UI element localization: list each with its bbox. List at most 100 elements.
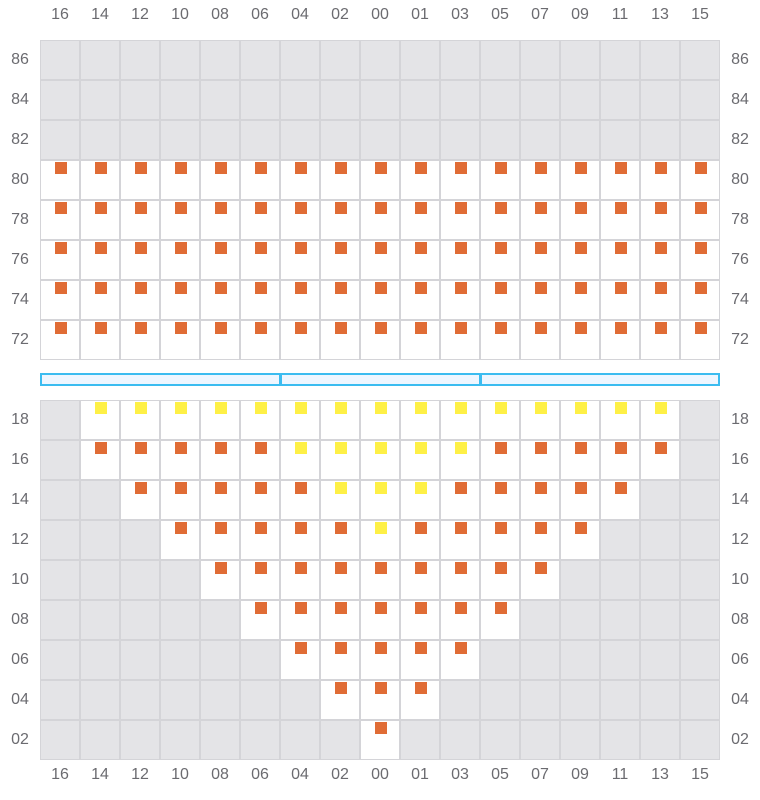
- orange-seat[interactable]: [455, 202, 467, 214]
- seat-cell[interactable]: [520, 280, 560, 320]
- orange-seat[interactable]: [375, 282, 387, 294]
- seat-cell[interactable]: [320, 480, 360, 520]
- orange-seat[interactable]: [55, 242, 67, 254]
- yellow-seat[interactable]: [375, 442, 387, 454]
- orange-seat[interactable]: [335, 322, 347, 334]
- orange-seat[interactable]: [215, 442, 227, 454]
- seat-cell[interactable]: [200, 520, 240, 560]
- seat-cell[interactable]: [80, 400, 120, 440]
- yellow-seat[interactable]: [575, 402, 587, 414]
- seat-cell[interactable]: [40, 160, 80, 200]
- orange-seat[interactable]: [175, 322, 187, 334]
- seat-cell[interactable]: [320, 320, 360, 360]
- orange-seat[interactable]: [175, 442, 187, 454]
- seat-cell[interactable]: [480, 520, 520, 560]
- orange-seat[interactable]: [415, 242, 427, 254]
- orange-seat[interactable]: [535, 562, 547, 574]
- seat-cell[interactable]: [440, 480, 480, 520]
- orange-seat[interactable]: [135, 482, 147, 494]
- yellow-seat[interactable]: [455, 402, 467, 414]
- orange-seat[interactable]: [575, 442, 587, 454]
- seat-cell[interactable]: [440, 560, 480, 600]
- seat-cell[interactable]: [320, 240, 360, 280]
- orange-seat[interactable]: [375, 562, 387, 574]
- seat-cell[interactable]: [480, 440, 520, 480]
- seat-cell[interactable]: [240, 560, 280, 600]
- orange-seat[interactable]: [615, 202, 627, 214]
- orange-seat[interactable]: [455, 242, 467, 254]
- orange-seat[interactable]: [535, 322, 547, 334]
- seat-cell[interactable]: [320, 400, 360, 440]
- orange-seat[interactable]: [535, 442, 547, 454]
- seat-cell[interactable]: [160, 520, 200, 560]
- orange-seat[interactable]: [295, 602, 307, 614]
- yellow-seat[interactable]: [375, 482, 387, 494]
- orange-seat[interactable]: [55, 162, 67, 174]
- yellow-seat[interactable]: [255, 402, 267, 414]
- orange-seat[interactable]: [495, 162, 507, 174]
- seat-cell[interactable]: [200, 280, 240, 320]
- seat-cell[interactable]: [600, 160, 640, 200]
- seat-cell[interactable]: [600, 280, 640, 320]
- seat-cell[interactable]: [480, 160, 520, 200]
- seat-cell[interactable]: [680, 280, 720, 320]
- orange-seat[interactable]: [455, 482, 467, 494]
- seat-cell[interactable]: [440, 600, 480, 640]
- seat-cell[interactable]: [240, 480, 280, 520]
- seat-cell[interactable]: [440, 400, 480, 440]
- orange-seat[interactable]: [655, 282, 667, 294]
- seat-cell[interactable]: [360, 320, 400, 360]
- seat-cell[interactable]: [120, 480, 160, 520]
- seat-cell[interactable]: [360, 240, 400, 280]
- seat-cell[interactable]: [520, 240, 560, 280]
- seat-cell[interactable]: [160, 240, 200, 280]
- seat-cell[interactable]: [440, 640, 480, 680]
- orange-seat[interactable]: [375, 242, 387, 254]
- seat-cell[interactable]: [360, 400, 400, 440]
- seat-cell[interactable]: [360, 480, 400, 520]
- seat-cell[interactable]: [400, 400, 440, 440]
- seat-cell[interactable]: [40, 280, 80, 320]
- seat-cell[interactable]: [600, 240, 640, 280]
- seat-cell[interactable]: [320, 680, 360, 720]
- seat-cell[interactable]: [680, 320, 720, 360]
- seat-cell[interactable]: [400, 160, 440, 200]
- orange-seat[interactable]: [335, 162, 347, 174]
- orange-seat[interactable]: [495, 282, 507, 294]
- orange-seat[interactable]: [295, 162, 307, 174]
- seat-cell[interactable]: [600, 400, 640, 440]
- orange-seat[interactable]: [175, 522, 187, 534]
- orange-seat[interactable]: [335, 282, 347, 294]
- orange-seat[interactable]: [255, 482, 267, 494]
- orange-seat[interactable]: [575, 202, 587, 214]
- orange-seat[interactable]: [95, 282, 107, 294]
- orange-seat[interactable]: [615, 242, 627, 254]
- yellow-seat[interactable]: [295, 442, 307, 454]
- seat-cell[interactable]: [360, 600, 400, 640]
- orange-seat[interactable]: [655, 442, 667, 454]
- yellow-seat[interactable]: [175, 402, 187, 414]
- seat-cell[interactable]: [320, 440, 360, 480]
- seat-cell[interactable]: [360, 440, 400, 480]
- seat-cell[interactable]: [400, 600, 440, 640]
- seat-cell[interactable]: [520, 320, 560, 360]
- orange-seat[interactable]: [255, 602, 267, 614]
- seat-cell[interactable]: [200, 400, 240, 440]
- seat-cell[interactable]: [80, 160, 120, 200]
- orange-seat[interactable]: [375, 162, 387, 174]
- seat-cell[interactable]: [160, 280, 200, 320]
- seat-cell[interactable]: [520, 160, 560, 200]
- seat-cell[interactable]: [520, 520, 560, 560]
- orange-seat[interactable]: [215, 202, 227, 214]
- orange-seat[interactable]: [335, 202, 347, 214]
- seat-cell[interactable]: [320, 280, 360, 320]
- orange-seat[interactable]: [455, 282, 467, 294]
- seat-cell[interactable]: [440, 520, 480, 560]
- orange-seat[interactable]: [455, 322, 467, 334]
- seat-cell[interactable]: [80, 280, 120, 320]
- seat-cell[interactable]: [440, 440, 480, 480]
- seat-cell[interactable]: [240, 320, 280, 360]
- seat-cell[interactable]: [560, 200, 600, 240]
- seat-cell[interactable]: [320, 160, 360, 200]
- seat-cell[interactable]: [280, 440, 320, 480]
